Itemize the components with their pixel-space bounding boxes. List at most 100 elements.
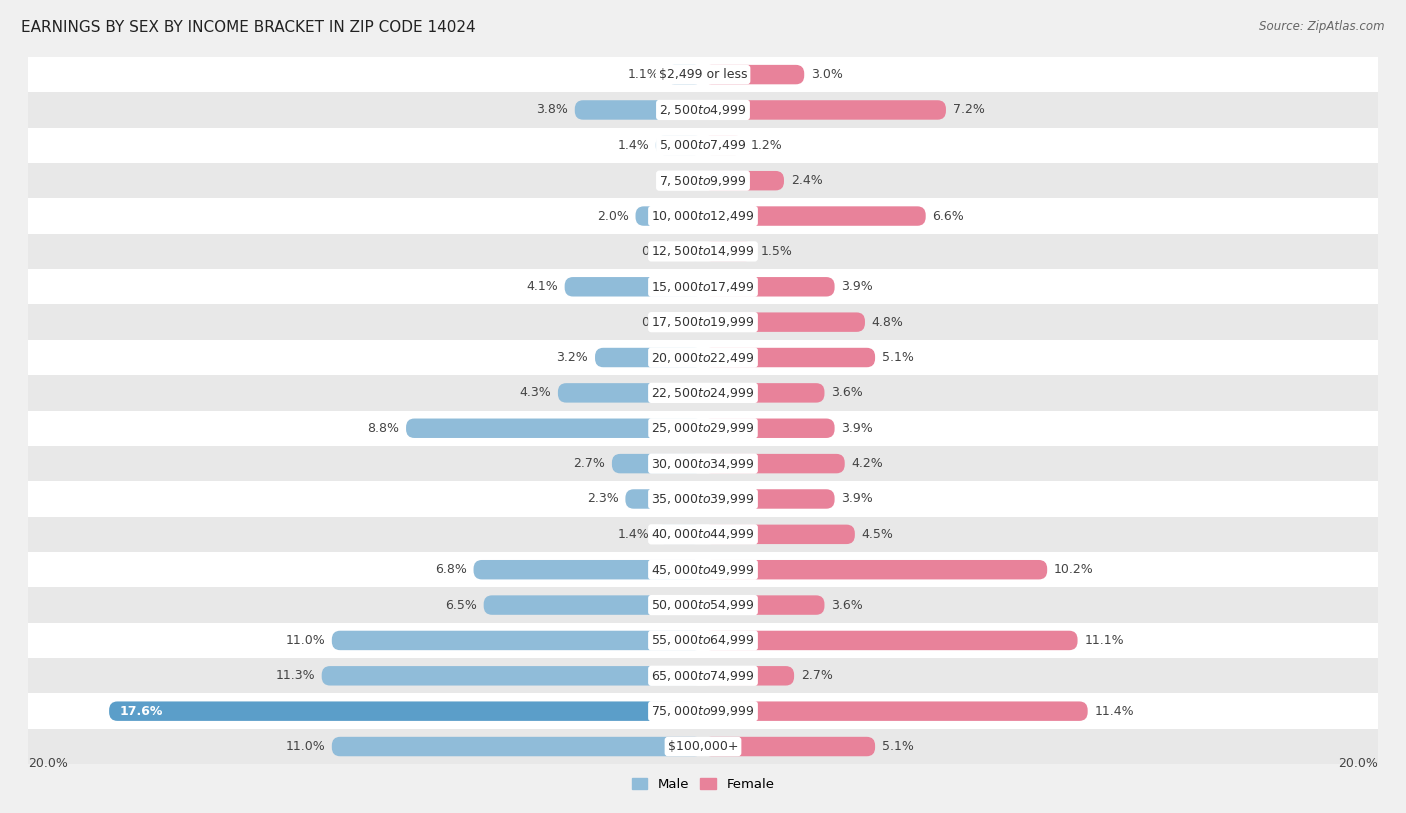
FancyBboxPatch shape xyxy=(28,587,1378,623)
Text: 6.5%: 6.5% xyxy=(446,598,477,611)
FancyBboxPatch shape xyxy=(703,277,835,297)
Text: 3.6%: 3.6% xyxy=(831,386,863,399)
FancyBboxPatch shape xyxy=(655,524,703,544)
FancyBboxPatch shape xyxy=(565,277,703,297)
FancyBboxPatch shape xyxy=(703,171,785,190)
Text: 1.2%: 1.2% xyxy=(751,139,782,152)
FancyBboxPatch shape xyxy=(28,552,1378,587)
Text: 2.3%: 2.3% xyxy=(586,493,619,506)
FancyBboxPatch shape xyxy=(28,517,1378,552)
Text: 4.3%: 4.3% xyxy=(519,386,551,399)
Text: 0.45%: 0.45% xyxy=(641,245,681,258)
FancyBboxPatch shape xyxy=(703,348,875,367)
FancyBboxPatch shape xyxy=(703,631,1077,650)
FancyBboxPatch shape xyxy=(28,304,1378,340)
Text: 7.2%: 7.2% xyxy=(953,103,984,116)
FancyBboxPatch shape xyxy=(110,702,703,721)
Text: 1.4%: 1.4% xyxy=(617,139,650,152)
Text: Source: ZipAtlas.com: Source: ZipAtlas.com xyxy=(1260,20,1385,33)
FancyBboxPatch shape xyxy=(703,312,865,332)
FancyBboxPatch shape xyxy=(655,136,703,155)
Text: $25,000 to $29,999: $25,000 to $29,999 xyxy=(651,421,755,435)
FancyBboxPatch shape xyxy=(28,269,1378,304)
Text: 17.6%: 17.6% xyxy=(120,705,163,718)
FancyBboxPatch shape xyxy=(703,524,855,544)
FancyBboxPatch shape xyxy=(28,128,1378,163)
FancyBboxPatch shape xyxy=(28,446,1378,481)
Text: 3.0%: 3.0% xyxy=(811,68,842,81)
FancyBboxPatch shape xyxy=(28,340,1378,375)
FancyBboxPatch shape xyxy=(703,383,824,402)
FancyBboxPatch shape xyxy=(703,560,1047,580)
Text: 20.0%: 20.0% xyxy=(1339,757,1378,770)
FancyBboxPatch shape xyxy=(28,693,1378,729)
Text: 3.9%: 3.9% xyxy=(841,280,873,293)
FancyBboxPatch shape xyxy=(595,348,703,367)
Text: $17,500 to $19,999: $17,500 to $19,999 xyxy=(651,315,755,329)
Text: 0.45%: 0.45% xyxy=(641,315,681,328)
Text: $35,000 to $39,999: $35,000 to $39,999 xyxy=(651,492,755,506)
Text: 11.3%: 11.3% xyxy=(276,669,315,682)
Text: 1.1%: 1.1% xyxy=(627,68,659,81)
FancyBboxPatch shape xyxy=(636,207,703,226)
Text: $50,000 to $54,999: $50,000 to $54,999 xyxy=(651,598,755,612)
FancyBboxPatch shape xyxy=(484,595,703,615)
FancyBboxPatch shape xyxy=(688,312,703,332)
FancyBboxPatch shape xyxy=(28,623,1378,659)
Text: $2,500 to $4,999: $2,500 to $4,999 xyxy=(659,103,747,117)
Text: 2.0%: 2.0% xyxy=(598,210,628,223)
Text: 2.7%: 2.7% xyxy=(801,669,832,682)
FancyBboxPatch shape xyxy=(703,136,744,155)
FancyBboxPatch shape xyxy=(28,233,1378,269)
Text: 4.5%: 4.5% xyxy=(862,528,893,541)
FancyBboxPatch shape xyxy=(28,481,1378,517)
Text: $65,000 to $74,999: $65,000 to $74,999 xyxy=(651,669,755,683)
FancyBboxPatch shape xyxy=(688,241,703,261)
FancyBboxPatch shape xyxy=(28,375,1378,411)
Text: 4.1%: 4.1% xyxy=(526,280,558,293)
FancyBboxPatch shape xyxy=(703,666,794,685)
Text: $55,000 to $64,999: $55,000 to $64,999 xyxy=(651,633,755,647)
FancyBboxPatch shape xyxy=(703,419,835,438)
FancyBboxPatch shape xyxy=(28,411,1378,446)
FancyBboxPatch shape xyxy=(322,666,703,685)
Text: $10,000 to $12,499: $10,000 to $12,499 xyxy=(651,209,755,223)
Text: $100,000+: $100,000+ xyxy=(668,740,738,753)
FancyBboxPatch shape xyxy=(28,163,1378,198)
FancyBboxPatch shape xyxy=(612,454,703,473)
Text: 11.0%: 11.0% xyxy=(285,740,325,753)
Text: $5,000 to $7,499: $5,000 to $7,499 xyxy=(659,138,747,152)
FancyBboxPatch shape xyxy=(558,383,703,402)
FancyBboxPatch shape xyxy=(28,92,1378,128)
FancyBboxPatch shape xyxy=(703,65,804,85)
Text: 1.4%: 1.4% xyxy=(617,528,650,541)
FancyBboxPatch shape xyxy=(28,57,1378,92)
FancyBboxPatch shape xyxy=(28,198,1378,233)
Text: 6.8%: 6.8% xyxy=(434,563,467,576)
Text: 3.9%: 3.9% xyxy=(841,422,873,435)
Text: $75,000 to $99,999: $75,000 to $99,999 xyxy=(651,704,755,718)
FancyBboxPatch shape xyxy=(474,560,703,580)
FancyBboxPatch shape xyxy=(406,419,703,438)
Text: 5.1%: 5.1% xyxy=(882,351,914,364)
FancyBboxPatch shape xyxy=(703,737,875,756)
Text: $30,000 to $34,999: $30,000 to $34,999 xyxy=(651,457,755,471)
Text: 6.6%: 6.6% xyxy=(932,210,965,223)
Text: 11.1%: 11.1% xyxy=(1084,634,1123,647)
Text: $2,499 or less: $2,499 or less xyxy=(659,68,747,81)
Text: $15,000 to $17,499: $15,000 to $17,499 xyxy=(651,280,755,293)
FancyBboxPatch shape xyxy=(703,595,824,615)
Text: 11.0%: 11.0% xyxy=(285,634,325,647)
Text: $22,500 to $24,999: $22,500 to $24,999 xyxy=(651,386,755,400)
FancyBboxPatch shape xyxy=(703,207,925,226)
Text: $45,000 to $49,999: $45,000 to $49,999 xyxy=(651,563,755,576)
Text: 5.1%: 5.1% xyxy=(882,740,914,753)
Text: 2.4%: 2.4% xyxy=(790,174,823,187)
Text: 1.5%: 1.5% xyxy=(761,245,792,258)
FancyBboxPatch shape xyxy=(703,702,1088,721)
Text: 11.4%: 11.4% xyxy=(1094,705,1135,718)
FancyBboxPatch shape xyxy=(703,489,835,509)
FancyBboxPatch shape xyxy=(332,737,703,756)
Text: 20.0%: 20.0% xyxy=(28,757,67,770)
Text: 3.6%: 3.6% xyxy=(831,598,863,611)
